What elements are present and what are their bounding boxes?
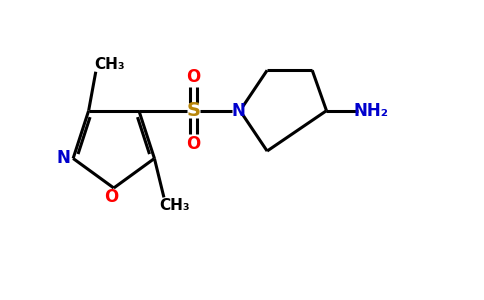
Text: S: S [186,101,200,120]
Text: CH₃: CH₃ [159,198,190,213]
Text: N: N [232,102,245,120]
Text: CH₃: CH₃ [94,57,124,72]
Text: O: O [104,188,119,206]
Text: O: O [186,135,201,153]
Text: O: O [186,68,201,86]
Text: NH₂: NH₂ [354,102,389,120]
Text: N: N [57,149,71,167]
